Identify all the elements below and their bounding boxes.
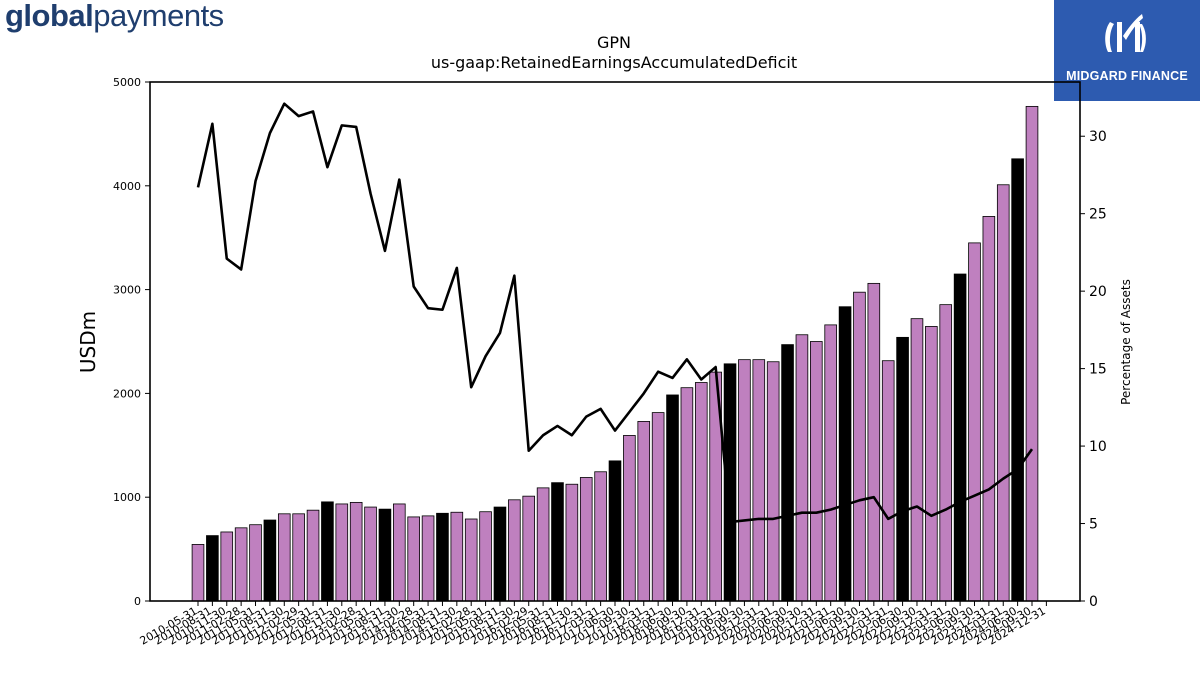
bar [464, 518, 478, 602]
bar [263, 519, 277, 602]
bar [996, 184, 1010, 602]
midgard-finance-name: MIDGARD FINANCE [1066, 69, 1188, 83]
bar [292, 513, 305, 602]
bar [853, 291, 866, 602]
bar [335, 503, 349, 602]
bar [623, 435, 636, 602]
y-tick-label: 5000 [113, 76, 141, 89]
bar [1025, 105, 1039, 602]
bar [306, 509, 320, 602]
bar [191, 544, 205, 602]
midgard-m-icon [1105, 14, 1146, 52]
bar [881, 360, 895, 602]
bar [939, 304, 953, 602]
bar [738, 359, 751, 602]
y-tick-label: 4000 [113, 180, 141, 193]
bar [781, 344, 794, 602]
bar [536, 487, 550, 602]
bar-series [191, 105, 1039, 602]
bar [349, 501, 363, 602]
y2-tick-label: 30 [1089, 129, 1107, 145]
bar [565, 483, 579, 602]
y2-tick-label: 5 [1089, 517, 1098, 533]
bar [910, 318, 924, 602]
bar [508, 499, 521, 602]
bar [421, 515, 435, 602]
bar [651, 412, 665, 602]
y-tick-label: 1000 [113, 491, 141, 504]
bar [896, 336, 909, 602]
y2-tick-label: 20 [1089, 284, 1107, 300]
y-axis-right-ticks: 0 5 10 15 20 25 30 [1080, 129, 1107, 610]
bar [680, 387, 694, 602]
logo-part-payments: payments [93, 0, 224, 33]
bar [752, 359, 766, 602]
y-tick-label: 2000 [113, 387, 141, 400]
bar [608, 460, 622, 602]
bar [436, 512, 449, 602]
bar [982, 216, 996, 602]
y-tick-label: 0 [134, 595, 141, 608]
logo-part-global: global [5, 0, 94, 33]
bar [378, 508, 392, 602]
bar [551, 482, 564, 602]
bar [579, 477, 593, 602]
bar [277, 513, 291, 602]
bar [925, 326, 938, 602]
chart-title: GPN [597, 33, 631, 52]
y-axis-left-ticks: 0 1000 2000 3000 4000 5000 [113, 76, 150, 608]
y2-tick-label: 0 [1089, 594, 1098, 610]
bar [450, 511, 464, 602]
bar [968, 242, 981, 602]
bar [522, 495, 536, 602]
bar [838, 306, 852, 602]
midgard-finance-logo: MIDGARD FINANCE [1054, 0, 1200, 101]
bar [594, 471, 607, 602]
bar [867, 282, 881, 602]
y2-tick-label: 10 [1089, 439, 1107, 455]
bar [234, 527, 248, 602]
bar [1011, 158, 1024, 602]
globalpayments-logo: globalpayments [5, 0, 224, 34]
bar [810, 341, 823, 602]
y-tick-label: 3000 [113, 284, 141, 297]
bar [666, 394, 679, 602]
bar [206, 535, 219, 602]
x-axis-ticks: 2010-05-312010-08-312010-11-302011-02-28… [138, 601, 1048, 648]
bar [364, 506, 377, 602]
bar [766, 361, 780, 602]
bar [407, 516, 420, 602]
y2-tick-label: 25 [1089, 207, 1107, 223]
bar [824, 324, 837, 602]
y-axis-left-label: USDm [76, 311, 100, 373]
chart-subtitle: us-gaap:RetainedEarningsAccumulatedDefic… [431, 53, 797, 72]
bar [637, 421, 651, 602]
bar [953, 273, 967, 602]
bar [321, 501, 334, 602]
plot-frame [149, 81, 1081, 602]
bar [694, 382, 708, 602]
percentage-line [196, 102, 1034, 524]
bar [479, 511, 492, 602]
y2-tick-label: 15 [1089, 362, 1107, 378]
bar [249, 524, 262, 602]
bar [795, 334, 809, 602]
bar [220, 531, 234, 602]
bar [393, 503, 406, 602]
bar [493, 506, 507, 602]
y-axis-right-label: Percentage of Assets [1119, 279, 1133, 405]
